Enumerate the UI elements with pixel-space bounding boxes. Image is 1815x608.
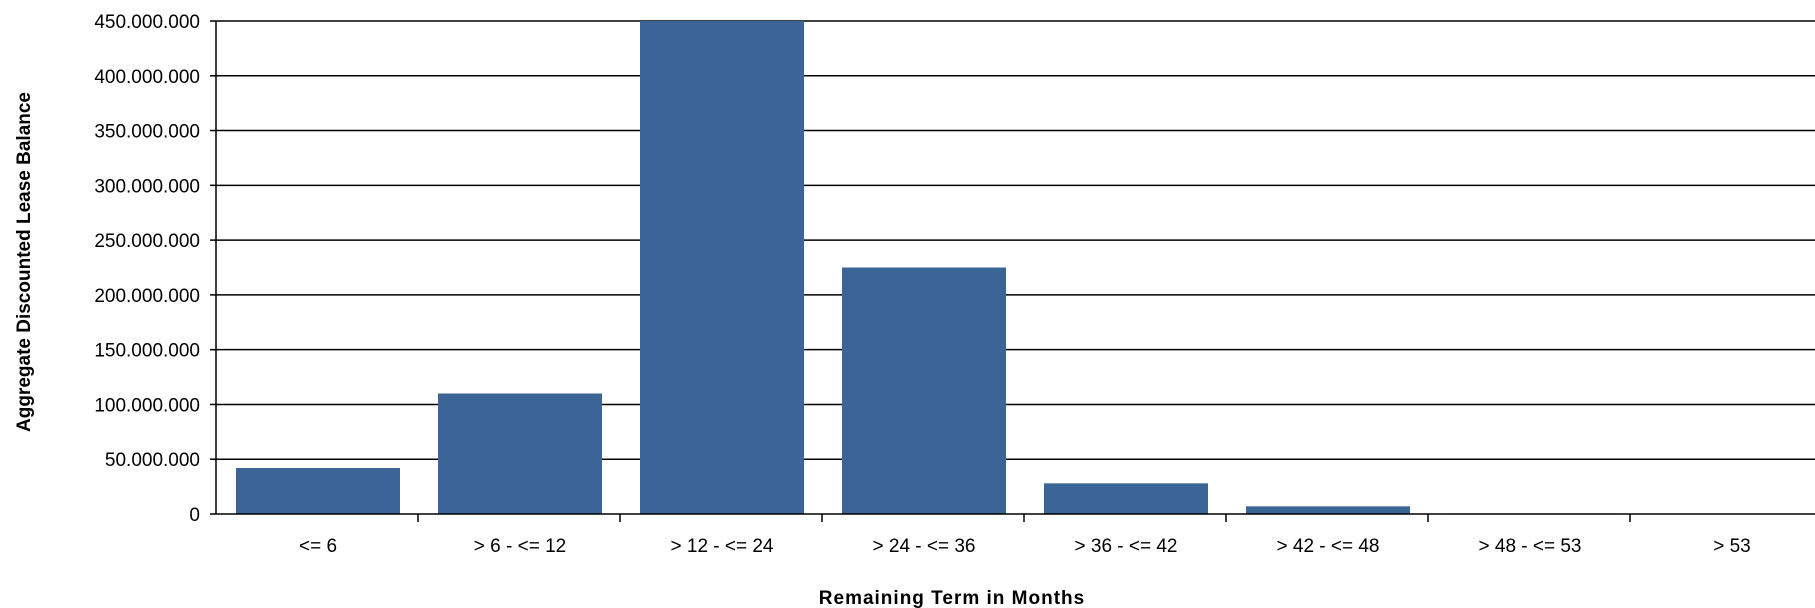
y-tick-label: 300.000.000: [94, 176, 200, 197]
y-tick-label: 350.000.000: [94, 122, 200, 143]
axes: [215, 21, 1815, 515]
y-tick-label: 200.000.000: [94, 286, 200, 307]
x-tick-label: > 6 - <= 12: [474, 536, 566, 557]
y-tick-label: 450.000.000: [94, 12, 200, 33]
y-tick-label: 0: [189, 505, 200, 526]
bar: [842, 267, 1006, 514]
y-tick-labels: 0 50.000.000 100.000.000 150.000.000 200.000…: [94, 12, 216, 526]
y-tick-label: 400.000.000: [94, 67, 200, 88]
y-tick-label: 100.000.000: [94, 395, 200, 416]
y-tick-label: 150.000.000: [94, 341, 200, 362]
bar: [1044, 483, 1208, 514]
y-tick-label: 250.000.000: [94, 231, 200, 252]
y-axis-title: Aggregate Discounted Lease Balance: [14, 92, 35, 432]
x-tick-label: > 36 - <= 42: [1075, 536, 1178, 557]
bar: [236, 467, 400, 514]
bar: [1246, 506, 1410, 514]
bar: [438, 393, 602, 514]
bars: [236, 21, 1814, 514]
bar: [640, 21, 804, 514]
x-tick-label: > 42 - <= 48: [1277, 536, 1380, 557]
x-tick-label: > 48 - <= 53: [1479, 536, 1582, 557]
x-tick-label: > 12 - <= 24: [671, 536, 774, 557]
x-tick-label: <= 6: [299, 536, 337, 557]
x-tick-labels: <= 6 > 6 - <= 12 > 12 - <= 24 > 24 - <= 36 >…: [299, 514, 1751, 557]
x-tick-label: > 24 - <= 36: [873, 536, 976, 557]
x-tick-label: > 53: [1713, 536, 1751, 557]
x-axis-title: Remaining Term in Months: [819, 588, 1085, 608]
y-tick-label: 50.000.000: [105, 450, 200, 471]
